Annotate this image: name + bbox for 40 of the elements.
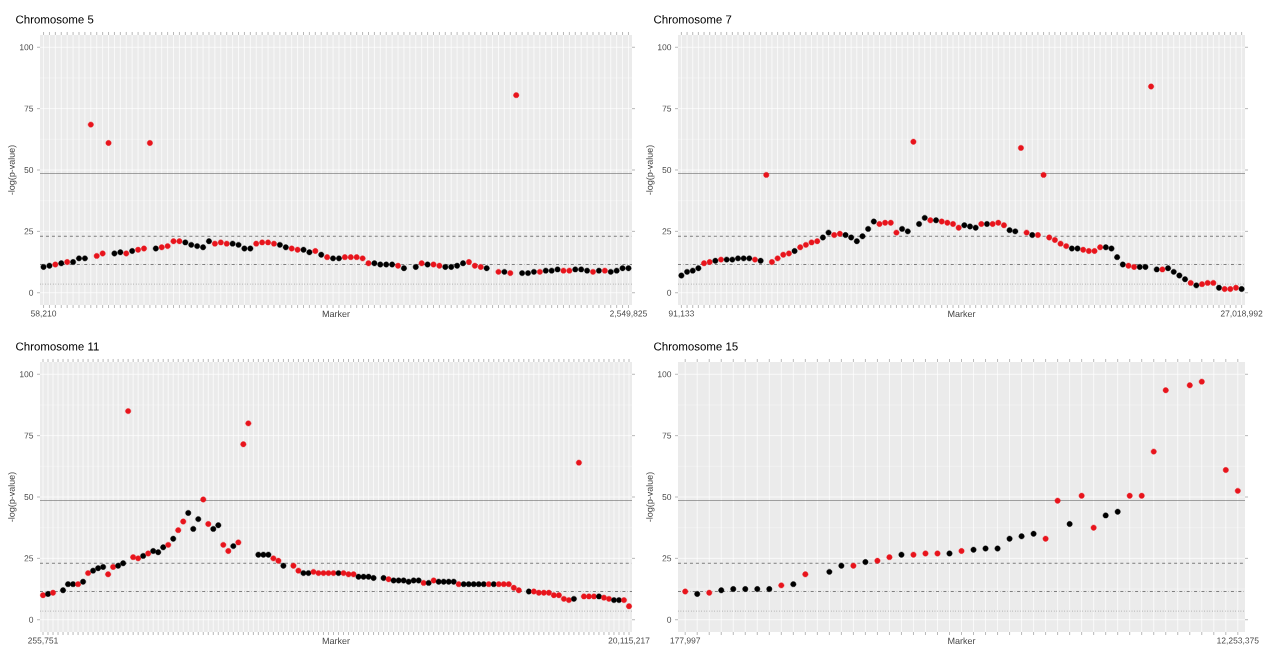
y-tick-label: 0 [29, 616, 34, 623]
x-tick-label: 12,253,375 [1217, 637, 1259, 645]
y-tick-label: 0 [667, 289, 672, 296]
y-tick-label: 25 [24, 555, 34, 562]
chart-title: Chromosome 11 [16, 342, 99, 351]
y-axis-title: -log(p-value) [646, 145, 655, 195]
y-tick-label: 0 [667, 616, 672, 623]
y-tick-label: 50 [24, 494, 34, 500]
x-tick-label: 255,751 [28, 637, 58, 645]
x-tick-label: 177,997 [670, 637, 701, 645]
x-tick-label: 2,549,825 [610, 310, 647, 318]
y-tick-label: 50 [662, 167, 672, 173]
y-tick-label: 0 [29, 289, 34, 296]
x-axis-title: Marker [948, 310, 976, 318]
x-tick-label: 91,133 [668, 310, 694, 318]
x-tick-label: 27,018,992 [1220, 310, 1263, 318]
chart-title: Chromosome 15 [654, 342, 738, 351]
y-axis-title: -log(p-value) [8, 472, 17, 522]
y-tick-label: 50 [662, 494, 672, 500]
y-axis-title: -log(p-value) [646, 472, 655, 522]
x-axis-title: Marker [322, 637, 350, 645]
y-tick-label: 100 [19, 44, 34, 51]
y-tick-label: 75 [662, 432, 672, 439]
y-tick-label: 100 [19, 371, 34, 378]
y-tick-label: 75 [24, 432, 34, 439]
y-tick-label: 25 [662, 228, 672, 235]
x-axis-title: Marker [322, 310, 350, 318]
y-tick-label: 25 [662, 555, 672, 562]
x-axis-title: Marker [948, 637, 976, 645]
y-tick-label: 100 [658, 371, 672, 378]
x-tick-label: 58,210 [30, 310, 57, 318]
y-tick-label: 75 [24, 105, 34, 112]
chart-title: Chromosome 7 [654, 15, 732, 24]
x-tick-label: 20,115,217 [608, 637, 650, 645]
y-axis-title: -log(p-value) [8, 145, 17, 195]
y-tick-label: 75 [662, 105, 672, 112]
y-tick-label: 25 [24, 228, 34, 235]
y-tick-label: 100 [658, 44, 672, 51]
y-tick-label: 50 [24, 167, 34, 173]
chart-title: Chromosome 5 [16, 15, 94, 24]
